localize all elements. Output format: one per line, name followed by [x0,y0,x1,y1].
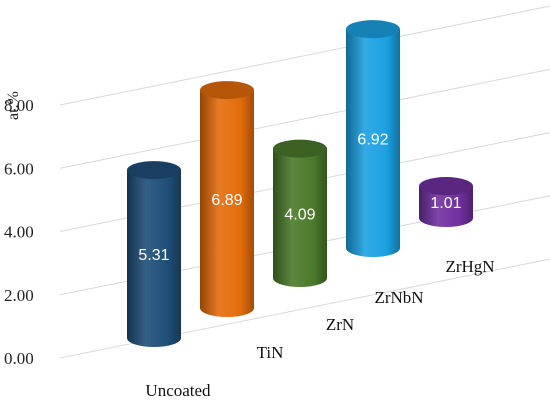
bar-top [127,161,181,180]
category-label: ZrN [326,315,354,334]
bars: 5.31 6.89 4.09 6.92 1.01 [127,20,473,347]
category-label: Uncoated [145,381,211,400]
bar-zrhgn: 1.01 [419,177,473,227]
bar-uncoated: 5.31 [127,161,181,347]
y-axis-label: at.% [5,91,22,120]
bar-top [200,81,254,100]
y-tick-label: 8.00 [4,96,34,115]
bar-body [127,170,181,347]
data-label: 4.09 [284,206,315,223]
category-label: TiN [257,343,284,362]
bar-body [346,29,400,258]
bar-zrn: 4.09 [273,139,327,287]
bar-body [200,90,254,317]
y-tick-label: 2.00 [4,286,34,305]
gridline [59,68,550,169]
bar-top [273,139,327,158]
data-label: 6.89 [211,192,242,209]
category-label: ZrNbN [374,288,423,307]
bar-top [419,177,473,196]
bar-body [273,148,327,287]
data-label: 1.01 [430,195,461,212]
y-tick-label: 6.00 [4,159,34,178]
bar-top [346,20,400,39]
data-label: 5.31 [138,247,169,264]
category-labels: Uncoated TiN ZrN ZrNbN ZrHgN [145,257,494,400]
y-tick-label: 4.00 [4,223,34,242]
y-axis-ticks: 0.00 2.00 4.00 6.00 8.00 [4,96,34,368]
bar-zrnbn: 6.92 [346,20,400,258]
bar-body [419,186,473,227]
bar-tin: 6.89 [200,81,254,317]
data-label: 6.92 [357,132,388,149]
y-tick-label: 0.00 [4,349,34,368]
gridline [59,5,550,106]
category-label: ZrHgN [445,257,494,276]
